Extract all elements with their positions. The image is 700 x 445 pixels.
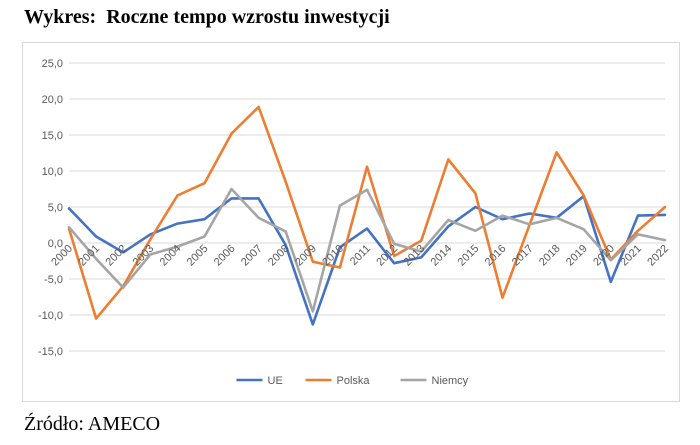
x-tick-label: 2018: [537, 243, 563, 269]
legend-label-ue: UE: [268, 375, 283, 387]
x-tick-label: 2014: [429, 243, 455, 269]
x-tick-label: 2016: [483, 243, 509, 269]
y-tick-label: -10,0: [38, 310, 63, 322]
legend-label-polska: Polska: [337, 375, 371, 387]
series-line-ue: [67, 194, 667, 326]
x-tick-label: 2009: [293, 243, 319, 269]
x-tick-label: 2006: [212, 243, 238, 269]
legend-label-niemcy: Niemcy: [432, 375, 469, 387]
y-tick-label: 0,0: [48, 238, 63, 250]
x-tick-label: 2002: [104, 243, 130, 269]
series-line-niemcy: [67, 187, 667, 313]
y-tick-label: 25,0: [42, 58, 63, 70]
y-tick-label: -5,0: [44, 274, 63, 286]
x-tick-label: 2005: [185, 243, 211, 269]
y-tick-label: -15,0: [38, 346, 63, 358]
x-tick-label: 2007: [239, 243, 265, 269]
line-chart: 25,020,015,010,05,00,0-5,0-10,0-15,02000…: [38, 58, 671, 387]
x-tick-label: 2022: [645, 243, 671, 269]
y-tick-label: 20,0: [42, 94, 63, 106]
x-tick-label: 2001: [76, 243, 102, 269]
y-tick-label: 10,0: [42, 166, 63, 178]
y-tick-label: 5,0: [48, 202, 63, 214]
x-tick-label: 2017: [510, 243, 536, 269]
source-note: Źródło: AMECO: [24, 413, 161, 435]
chart-title: Wykres: Roczne tempo wzrostu inwestycji: [24, 6, 390, 28]
chart-area: 25,0 20,0 15,0 10,0 5,0 0,0 -5,0 -10,0 -15,0 2000…: [22, 42, 680, 402]
x-tick-label: 2019: [564, 243, 590, 269]
series-line-polska: [67, 105, 667, 320]
y-tick-label: 15,0: [42, 130, 63, 142]
x-tick-label: 2015: [456, 243, 482, 269]
x-tick-label: 2011: [348, 243, 373, 268]
